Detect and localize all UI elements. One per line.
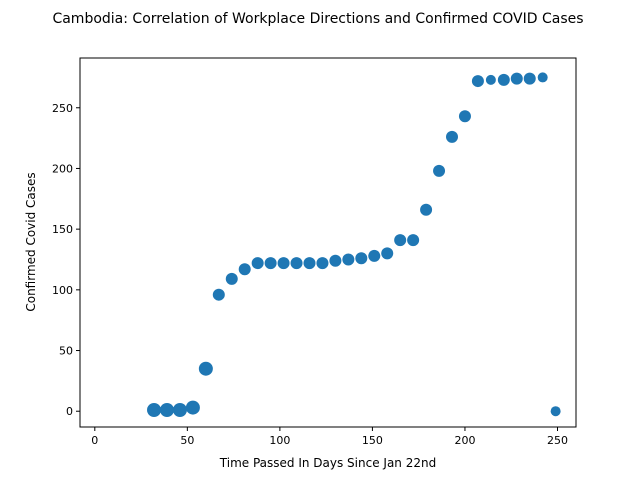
y-tick-label: 200 (52, 162, 73, 175)
data-point-12 (303, 257, 316, 270)
data-point-27 (497, 73, 510, 86)
data-point-5 (212, 288, 225, 301)
data-point-28 (510, 72, 523, 85)
data-point-30 (537, 72, 548, 83)
data-point-8 (251, 257, 264, 270)
data-point-9 (264, 257, 277, 270)
y-tick-label: 0 (66, 405, 73, 418)
data-point-10 (277, 257, 290, 270)
x-tick-label: 150 (362, 434, 383, 447)
data-point-31 (550, 406, 561, 417)
data-points (147, 72, 561, 418)
data-point-17 (368, 249, 381, 262)
x-tick-label: 0 (91, 434, 98, 447)
data-point-4 (198, 361, 213, 376)
y-axis-label: Confirmed Covid Cases (24, 172, 38, 311)
data-point-7 (238, 263, 251, 276)
data-point-14 (329, 254, 342, 267)
data-point-2 (172, 403, 187, 418)
x-axis-ticks: 0 50 100 150 200 250 (91, 427, 568, 447)
data-point-0 (147, 403, 162, 418)
y-axis-ticks: 0 50 100 150 200 250 (52, 102, 80, 418)
data-point-3 (185, 400, 200, 415)
data-point-11 (290, 257, 303, 270)
x-tick-label: 200 (454, 434, 475, 447)
data-point-18 (381, 247, 394, 260)
data-point-1 (159, 403, 174, 418)
data-point-22 (433, 164, 446, 177)
plot-frame (79, 57, 577, 428)
x-tick-label: 100 (269, 434, 290, 447)
y-tick-label: 100 (52, 284, 73, 297)
data-point-29 (523, 72, 536, 85)
data-point-20 (407, 234, 420, 247)
y-tick-label: 250 (52, 102, 73, 115)
data-point-21 (420, 203, 433, 216)
data-point-23 (446, 130, 458, 143)
x-tick-label: 50 (180, 434, 194, 447)
y-tick-label: 50 (59, 345, 73, 358)
x-axis-label: Time Passed In Days Since Jan 22nd (219, 456, 436, 470)
chart-title: Cambodia: Correlation of Workplace Direc… (52, 11, 583, 27)
data-point-25 (471, 75, 484, 88)
data-point-26 (485, 74, 496, 85)
data-point-24 (458, 110, 471, 123)
data-point-6 (225, 272, 238, 285)
data-point-16 (355, 252, 368, 265)
y-tick-label: 150 (52, 223, 73, 236)
x-tick-label: 250 (547, 434, 568, 447)
data-point-13 (316, 257, 329, 270)
data-point-19 (394, 234, 407, 247)
data-point-15 (342, 253, 355, 266)
